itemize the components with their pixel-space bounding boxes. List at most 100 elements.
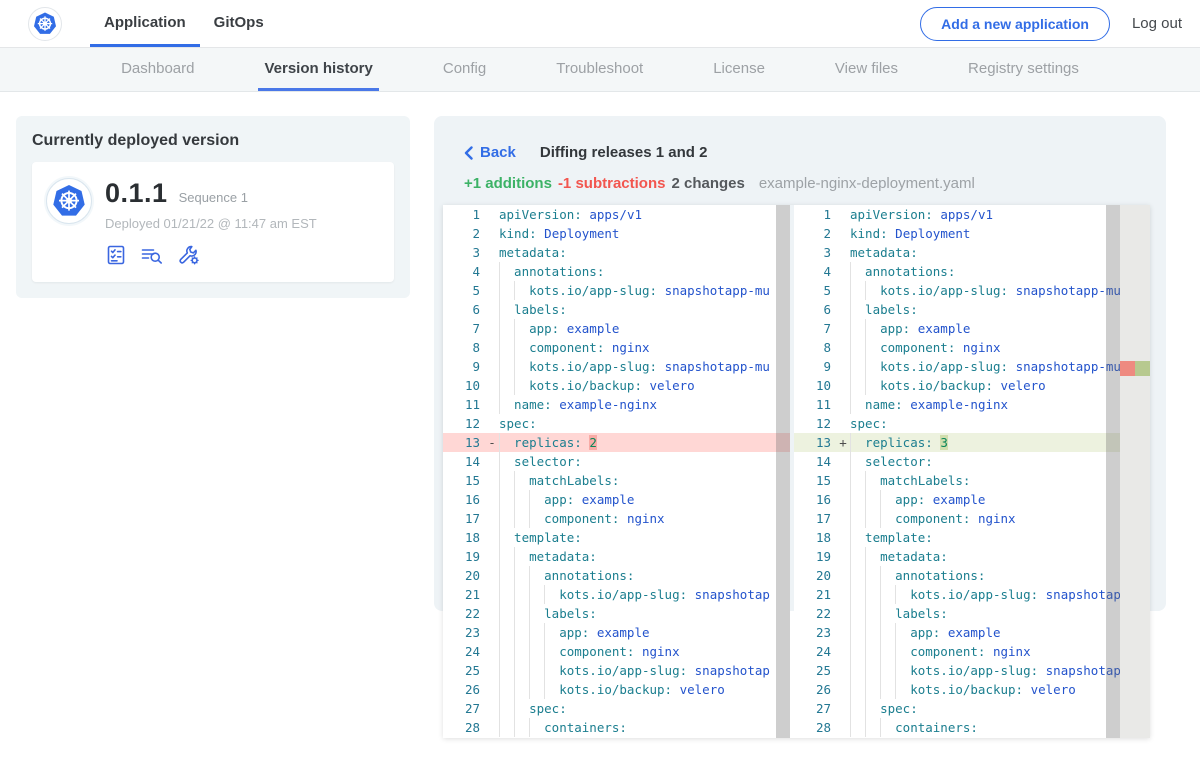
code-line: 27 spec: xyxy=(815,699,918,718)
code-line: 12 spec: xyxy=(464,416,537,431)
sub-tab-version-history[interactable]: Version history xyxy=(258,48,379,91)
sub-navbar: Dashboard Version history Config Troublesho… xyxy=(0,48,1200,92)
code-line: 24 component: nginx xyxy=(815,642,1031,661)
code-line: 15 matchLabels: xyxy=(464,471,620,490)
code-line: 20 annotations: xyxy=(815,566,986,585)
code-line: 8 component: nginx xyxy=(823,338,1001,357)
code-line: 12 spec: xyxy=(815,416,888,431)
scrollbar-original[interactable] xyxy=(776,205,790,738)
topnav-right: Add a new application Log out xyxy=(920,0,1200,47)
code-modified: 1 apiVersion: apps/v1 2 kind: Deployment 3 me… xyxy=(794,205,1150,738)
code-line: 2 kind: Deployment xyxy=(472,226,620,241)
code-line: 28 containers: xyxy=(464,718,627,737)
top-tab-application[interactable]: Application xyxy=(90,0,200,47)
code-line: 2 kind: Deployment xyxy=(823,226,971,241)
deployed-version-box: 0.1.1 Sequence 1 Deployed 01/21/22 @ 11:… xyxy=(32,162,394,282)
code-line: 19 metadata: xyxy=(464,547,597,566)
deploy-logs-icon[interactable] xyxy=(140,244,164,266)
code-line: 25 kots.io/app-slug: snapshotap xyxy=(464,661,770,680)
diff-pane-original[interactable]: 1 apiVersion: apps/v1 2 kind: Deployment 3 me… xyxy=(443,205,790,738)
code-line: 14 selector: xyxy=(464,452,582,471)
code-line: 28 containers: xyxy=(815,718,978,737)
code-line: 4 annotations: xyxy=(823,262,956,281)
code-line: 3 metadata: xyxy=(472,245,567,260)
code-line: 22 labels: xyxy=(815,604,948,623)
code-line: 4 annotations: xyxy=(472,262,605,281)
code-line: 19 metadata: xyxy=(815,547,948,566)
back-link[interactable]: Back xyxy=(464,144,516,161)
subtractions-count: -1 subtractions xyxy=(557,175,666,192)
top-tabs: Application GitOps xyxy=(90,0,278,47)
version-action-icons xyxy=(105,244,317,266)
code-line: 7 app: example xyxy=(472,319,620,338)
back-label: Back xyxy=(480,144,516,161)
sub-tab-view-files[interactable]: View files xyxy=(834,59,899,77)
code-line: 6 labels: xyxy=(472,300,567,319)
code-line: 13- replicas: 2 xyxy=(443,433,790,452)
code-line: 11 name: example-nginx xyxy=(464,395,658,414)
sub-tab-dashboard[interactable]: Dashboard xyxy=(121,59,195,77)
sub-tab-registry-settings[interactable]: Registry settings xyxy=(968,59,1079,77)
preflight-checks-icon[interactable] xyxy=(105,244,127,266)
sub-tab-license[interactable]: License xyxy=(713,59,765,77)
add-application-button[interactable]: Add a new application xyxy=(920,6,1110,41)
changes-count: 2 changes xyxy=(671,175,745,192)
code-line: 22 labels: xyxy=(464,604,597,623)
diff-pane-modified[interactable]: 1 apiVersion: apps/v1 2 kind: Deployment 3 me… xyxy=(794,205,1150,738)
config-icon[interactable] xyxy=(177,244,201,266)
code-line: 23 app: example xyxy=(815,623,1001,642)
code-line: 8 component: nginx xyxy=(472,338,650,357)
code-line: 1 apiVersion: apps/v1 xyxy=(823,207,994,222)
code-line: 18 template: xyxy=(815,528,933,547)
diff-marker-deletion xyxy=(1120,361,1135,376)
scrollbar-modified[interactable] xyxy=(1106,205,1120,738)
diff-filename: example-nginx-deployment.yaml xyxy=(758,175,975,192)
code-line: 23 app: example xyxy=(464,623,650,642)
diff-panel: Back Diffing releases 1 and 2 +1 additio… xyxy=(434,116,1166,738)
code-line: 13 + replicas: 3 xyxy=(794,433,1150,452)
code-original: 1 apiVersion: apps/v1 2 kind: Deployment 3 me… xyxy=(443,205,790,738)
code-line: 16 app: example xyxy=(815,490,986,509)
code-line: 1 apiVersion: apps/v1 xyxy=(472,207,643,222)
code-line: 24 component: nginx xyxy=(464,642,680,661)
code-line: 17 component: nginx xyxy=(815,509,1016,528)
top-navbar: Application GitOps Add a new application … xyxy=(0,0,1200,48)
code-line: 20 annotations: xyxy=(464,566,635,585)
diff-title: Diffing releases 1 and 2 xyxy=(539,144,708,161)
diff-stats: +1 additions -1 subtractions 2 changes e… xyxy=(434,161,1166,192)
code-line: 27 spec: xyxy=(464,699,567,718)
code-line: 18 template: xyxy=(464,528,582,547)
deployed-timestamp: Deployed 01/21/22 @ 11:47 am EST xyxy=(105,216,317,231)
additions-count: +1 additions xyxy=(464,175,552,192)
code-line: 3 metadata: xyxy=(823,245,918,260)
diff-marker-addition xyxy=(1135,361,1150,376)
code-line: 10 kots.io/backup: velero xyxy=(464,376,695,395)
code-line: 25 kots.io/app-slug: snapshotap xyxy=(815,661,1121,680)
code-line: 17 component: nginx xyxy=(464,509,665,528)
top-tab-gitops[interactable]: GitOps xyxy=(213,13,264,31)
code-line: 21 kots.io/app-slug: snapshotap xyxy=(815,585,1121,604)
deployed-card-title: Currently deployed version xyxy=(32,132,240,149)
code-line: 9 kots.io/app-slug: snapshotapp-mu xyxy=(472,357,770,376)
code-line: 21 kots.io/app-slug: snapshotap xyxy=(464,585,770,604)
code-line: 9 kots.io/app-slug: snapshotapp-mu xyxy=(823,357,1121,376)
code-line: 26 kots.io/backup: velero xyxy=(815,680,1076,699)
code-line: 10 kots.io/backup: velero xyxy=(815,376,1046,395)
chevron-left-icon xyxy=(464,145,473,160)
code-line: 7 app: example xyxy=(823,319,971,338)
code-line: 15 matchLabels: xyxy=(815,471,971,490)
logout-link[interactable]: Log out xyxy=(1131,15,1182,32)
sub-tab-troubleshoot[interactable]: Troubleshoot xyxy=(556,59,644,77)
sub-tab-config[interactable]: Config xyxy=(442,59,487,77)
diff-editor: 1 apiVersion: apps/v1 2 kind: Deployment 3 me… xyxy=(443,205,1150,738)
code-line: 5 kots.io/app-slug: snapshotapp-mu xyxy=(472,281,770,300)
diff-header: Back Diffing releases 1 and 2 xyxy=(434,116,1166,161)
version-details: 0.1.1 Sequence 1 Deployed 01/21/22 @ 11:… xyxy=(105,178,317,266)
code-line: 26 kots.io/backup: velero xyxy=(464,680,725,699)
code-line: 5 kots.io/app-slug: snapshotapp-mu xyxy=(823,281,1121,300)
code-line: 11 name: example-nginx xyxy=(815,395,1009,414)
currently-deployed-card: Currently deployed version 0.1 xyxy=(16,116,410,298)
app-kubernetes-icon xyxy=(46,178,92,224)
kubernetes-logo-icon xyxy=(28,6,62,41)
sequence-label: Sequence 1 xyxy=(178,190,248,205)
